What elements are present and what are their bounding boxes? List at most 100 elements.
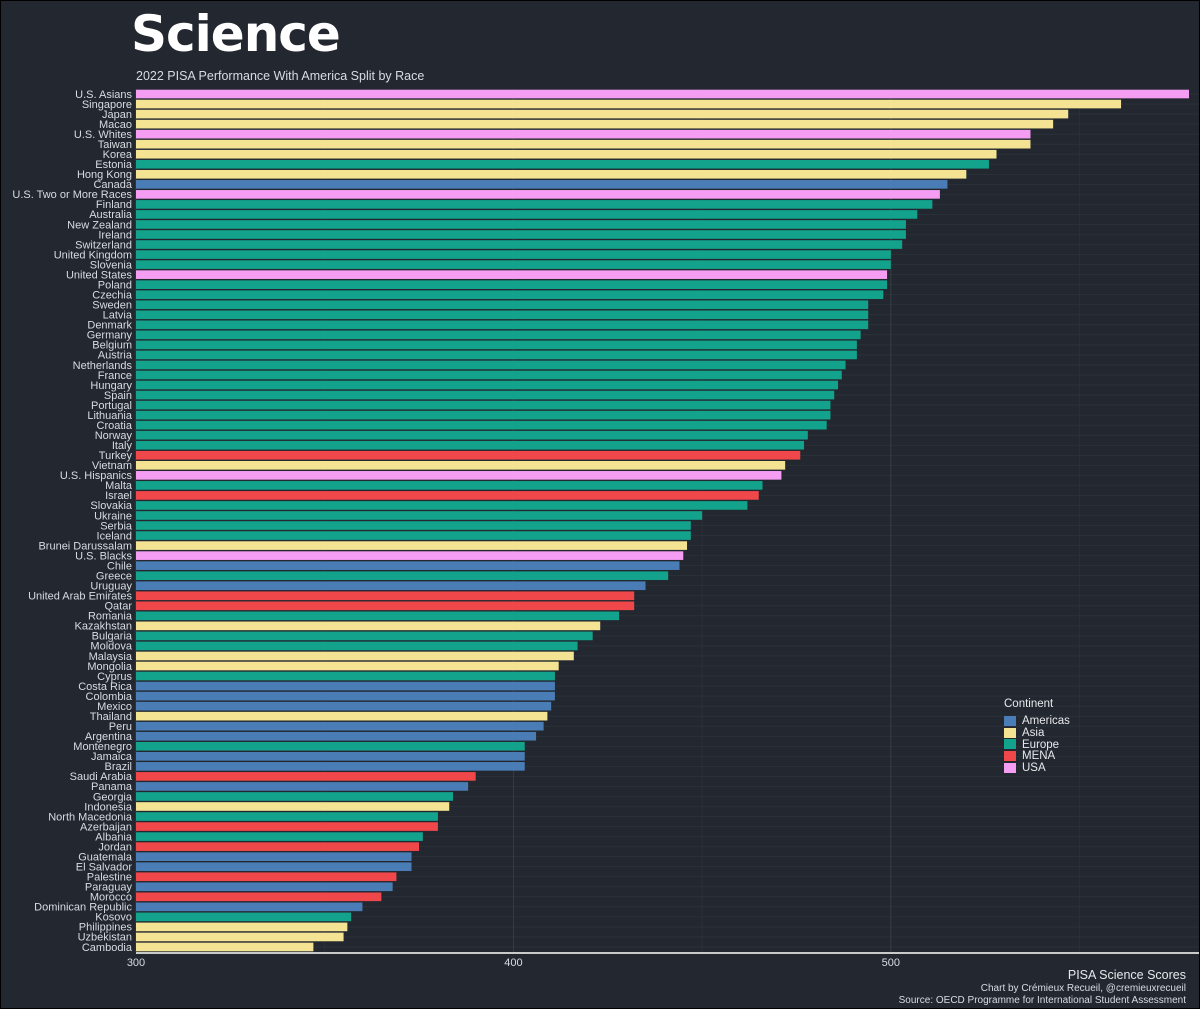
bar-portugal <box>136 400 831 410</box>
category-label: Croatia <box>97 420 133 432</box>
category-label: Brunei Darussalam <box>38 540 132 552</box>
category-label: Bulgaria <box>92 631 133 643</box>
category-label: Argentina <box>85 731 133 743</box>
bar-korea <box>136 149 997 159</box>
category-label: Uruguay <box>90 581 132 593</box>
category-label: El Salvador <box>76 862 133 874</box>
bar-spain <box>136 390 835 400</box>
category-label: Canada <box>93 179 132 191</box>
bar-u-s-hispanics <box>136 471 782 480</box>
legend-item-europe: Europe <box>1004 739 1070 751</box>
category-label: Norway <box>95 430 133 442</box>
bar-sweden <box>136 300 869 310</box>
bar-macao <box>136 119 1054 129</box>
bar-montenegro <box>136 741 525 751</box>
category-label: Azerbaijan <box>80 821 132 833</box>
bar-peru <box>136 721 544 731</box>
bar-italy <box>136 440 805 450</box>
bar-u-s-blacks <box>136 551 684 560</box>
bar-united-arab-emirates <box>136 591 635 601</box>
bar-switzerland <box>136 240 903 249</box>
bar-thailand <box>136 711 548 721</box>
legend-item-mena: MENA <box>1004 750 1070 762</box>
category-label: Kazakhstan <box>75 621 132 633</box>
legend-label-europe: Europe <box>1022 738 1060 751</box>
bar-guatemala <box>136 852 412 861</box>
category-label: Netherlands <box>73 360 133 372</box>
bar-cambodia <box>136 942 314 952</box>
category-label: Switzerland <box>75 239 132 251</box>
category-label: U.S. Asians <box>75 89 132 101</box>
bar-panama <box>136 782 469 791</box>
bar-kosovo <box>136 912 352 922</box>
bar-jordan <box>136 842 420 851</box>
bar-brunei-darussalam <box>136 541 688 550</box>
bar-denmark <box>136 320 869 330</box>
category-label: New Zealand <box>67 219 132 231</box>
bar-u-s-two-or-more-races <box>136 190 940 199</box>
category-label: Romania <box>88 611 133 623</box>
bar-moldova <box>136 641 578 651</box>
bar-netherlands <box>136 360 846 370</box>
category-label: Costa Rica <box>78 681 133 693</box>
category-label: Guatemala <box>78 851 133 863</box>
bar-qatar <box>136 601 635 611</box>
category-label: Montenegro <box>73 741 132 753</box>
bar-singapore <box>136 99 1122 109</box>
category-label: United Kingdom <box>54 249 132 261</box>
category-label: Saudi Arabia <box>70 771 133 783</box>
bar-united-states <box>136 270 888 279</box>
bar-canada <box>136 180 948 189</box>
bar-iceland <box>136 531 691 540</box>
category-label: Peru <box>109 721 132 733</box>
bar-belgium <box>136 340 857 350</box>
bar-czechia <box>136 290 884 300</box>
category-label: Greece <box>96 570 132 582</box>
bar-malta <box>136 481 763 490</box>
category-label: U.S. Blacks <box>75 550 132 562</box>
category-label: Macao <box>99 119 132 131</box>
category-label: Austria <box>98 350 133 362</box>
category-label: Mongolia <box>87 661 133 673</box>
bar-morocco <box>136 892 382 902</box>
legend-item-usa: USA <box>1004 762 1070 774</box>
bar-palestine <box>136 872 397 882</box>
caption-main: PISA Science Scores <box>1067 968 1186 982</box>
bar-germany <box>136 330 861 340</box>
caption-credit: Chart by Crémieux Recueil, @cremieuxrecu… <box>980 983 1186 994</box>
category-label: Mexico <box>97 701 132 713</box>
legend-swatch-mena <box>1004 751 1016 762</box>
category-label: Korea <box>103 149 133 161</box>
category-label: Estonia <box>95 159 133 171</box>
category-label: Spain <box>104 390 132 402</box>
caption-source: Source: OECD Programme for International… <box>898 995 1186 1006</box>
category-label: Taiwan <box>98 139 132 151</box>
bar-austria <box>136 350 857 360</box>
category-label: Portugal <box>91 400 132 412</box>
bar-jamaica <box>136 752 525 761</box>
bar-north-macedonia <box>136 812 438 821</box>
bar-saudi-arabia <box>136 772 476 781</box>
category-label: Latvia <box>103 310 133 322</box>
bar-u-s-whites <box>136 129 1031 139</box>
bar-u-s-asians <box>136 89 1189 99</box>
bar-serbia <box>136 521 691 530</box>
bar-lithuania <box>136 410 831 420</box>
category-label: Finland <box>96 199 132 211</box>
category-label: Indonesia <box>84 801 133 813</box>
bar-kazakhstan <box>136 621 601 631</box>
bar-slovenia <box>136 260 891 269</box>
bar-australia <box>136 210 918 219</box>
bar-bulgaria <box>136 631 593 641</box>
bar-indonesia <box>136 802 450 811</box>
bar-vietnam <box>136 460 786 470</box>
category-label: Sweden <box>92 300 132 312</box>
category-label: North Macedonia <box>48 811 133 823</box>
category-label: Qatar <box>104 601 132 613</box>
category-label: Jordan <box>98 841 132 853</box>
bar-costa-rica <box>136 681 555 691</box>
category-label: Brazil <box>104 761 132 773</box>
bar-uruguay <box>136 581 646 591</box>
